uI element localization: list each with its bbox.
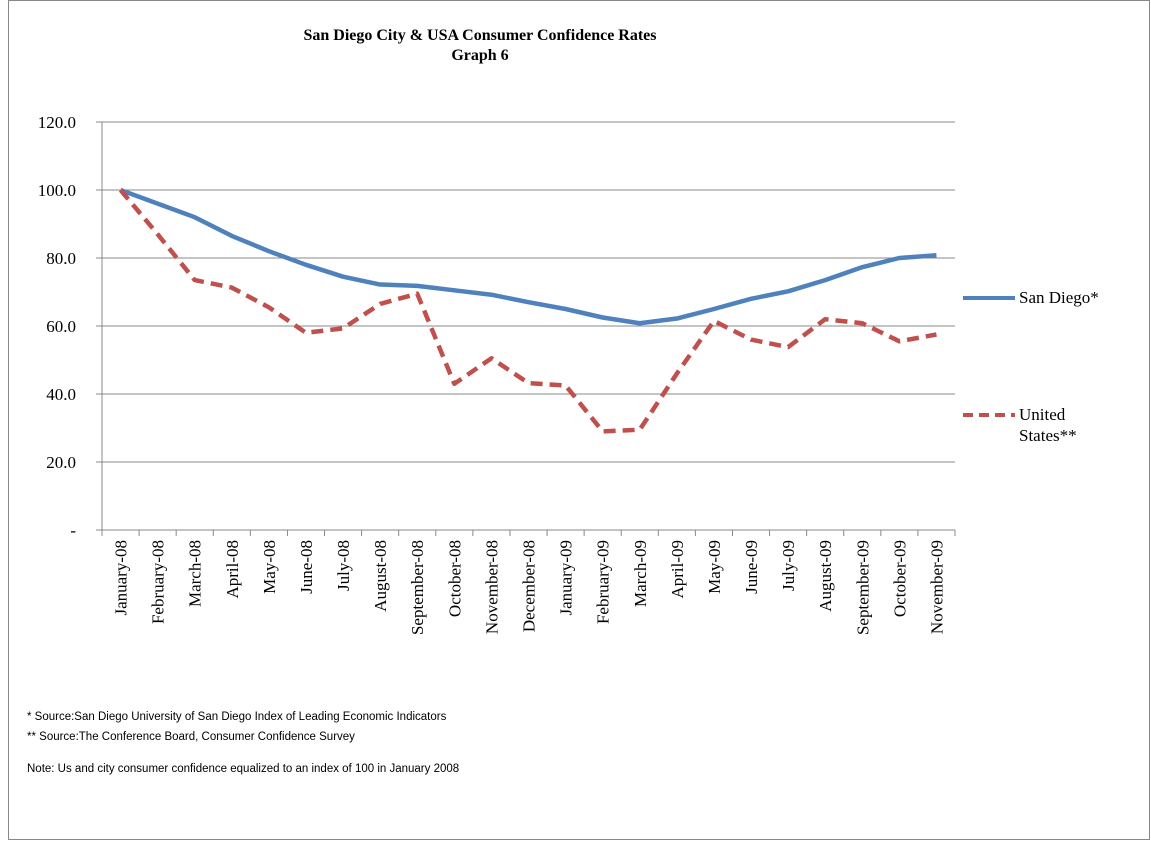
x-tick-label: January-08 <box>112 540 131 616</box>
x-tick-label: October-08 <box>445 540 464 617</box>
x-tick-label: November-09 <box>927 540 946 634</box>
y-tick-label: 100.0 <box>38 181 76 200</box>
y-tick-label: 20.0 <box>46 453 76 472</box>
series-line <box>119 187 937 326</box>
x-tick-label: July-09 <box>779 540 798 591</box>
y-tick-label: - <box>70 521 76 540</box>
y-tick-label: 80.0 <box>46 249 76 268</box>
chart-subtitle: Graph 6 <box>451 47 508 64</box>
x-tick-label: April-08 <box>223 540 242 599</box>
y-tick-label: 40.0 <box>46 385 76 404</box>
footnote: * Source:San Diego University of San Die… <box>27 711 447 723</box>
x-tick-label: April-09 <box>668 540 687 599</box>
x-tick-label: November-08 <box>482 540 501 634</box>
x-tick-label: March-09 <box>631 540 650 607</box>
footnote: ** Source:The Conference Board, Consumer… <box>27 731 355 743</box>
y-tick-label: 120.0 <box>38 113 76 132</box>
x-tick-label: June-09 <box>742 540 761 594</box>
x-tick-label: February-08 <box>149 540 168 624</box>
chart-title: San Diego City & USA Consumer Confidence… <box>303 27 656 44</box>
x-tick-label: September-09 <box>853 540 872 635</box>
x-tick-label: October-09 <box>890 540 909 617</box>
footnote: Note: Us and city consumer confidence eq… <box>27 763 460 775</box>
x-tick-label: May-09 <box>705 540 724 594</box>
legend-label: San Diego* <box>1019 288 1099 307</box>
chart-border <box>8 0 1150 840</box>
x-tick-label: September-08 <box>408 540 427 635</box>
x-tick-label: July-08 <box>334 540 353 591</box>
x-tick-label: May-08 <box>260 540 279 594</box>
x-tick-label: March-08 <box>186 540 205 607</box>
x-tick-label: February-09 <box>594 540 613 624</box>
x-tick-label: December-08 <box>520 540 539 632</box>
legend-label: United States** <box>1019 405 1077 445</box>
x-tick-label: August-08 <box>371 540 390 612</box>
x-tick-label: June-08 <box>297 540 316 594</box>
x-tick-label: August-09 <box>816 540 835 612</box>
y-tick-label: 60.0 <box>46 317 76 336</box>
series-line <box>118 188 937 434</box>
x-tick-label: January-09 <box>557 540 576 616</box>
